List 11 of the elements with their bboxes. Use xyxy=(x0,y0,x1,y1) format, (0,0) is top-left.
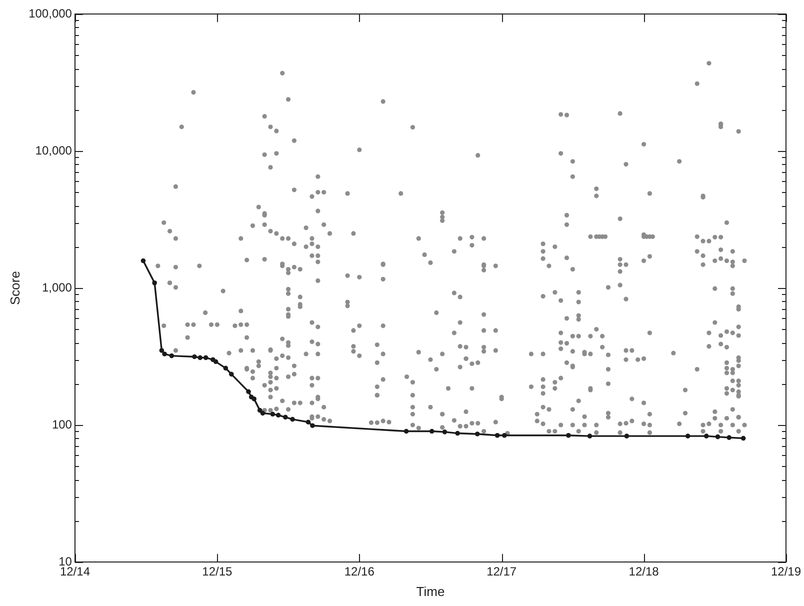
y-tick-label: 100,000 xyxy=(28,6,72,20)
x-tick-label: 12/17 xyxy=(486,564,517,579)
y-tick-label: 10,000 xyxy=(35,143,72,158)
y-tick-label: 100 xyxy=(52,417,72,432)
x-tick-label: 12/19 xyxy=(770,564,802,579)
x-tick-label: 12/15 xyxy=(202,564,233,579)
y-axis-title: Score xyxy=(7,271,22,305)
x-tick-label: 12/16 xyxy=(344,564,375,579)
x-axis-title: Time xyxy=(416,584,445,599)
y-tick-label: 1,000 xyxy=(42,280,72,294)
x-tick-label: 12/18 xyxy=(628,564,660,579)
